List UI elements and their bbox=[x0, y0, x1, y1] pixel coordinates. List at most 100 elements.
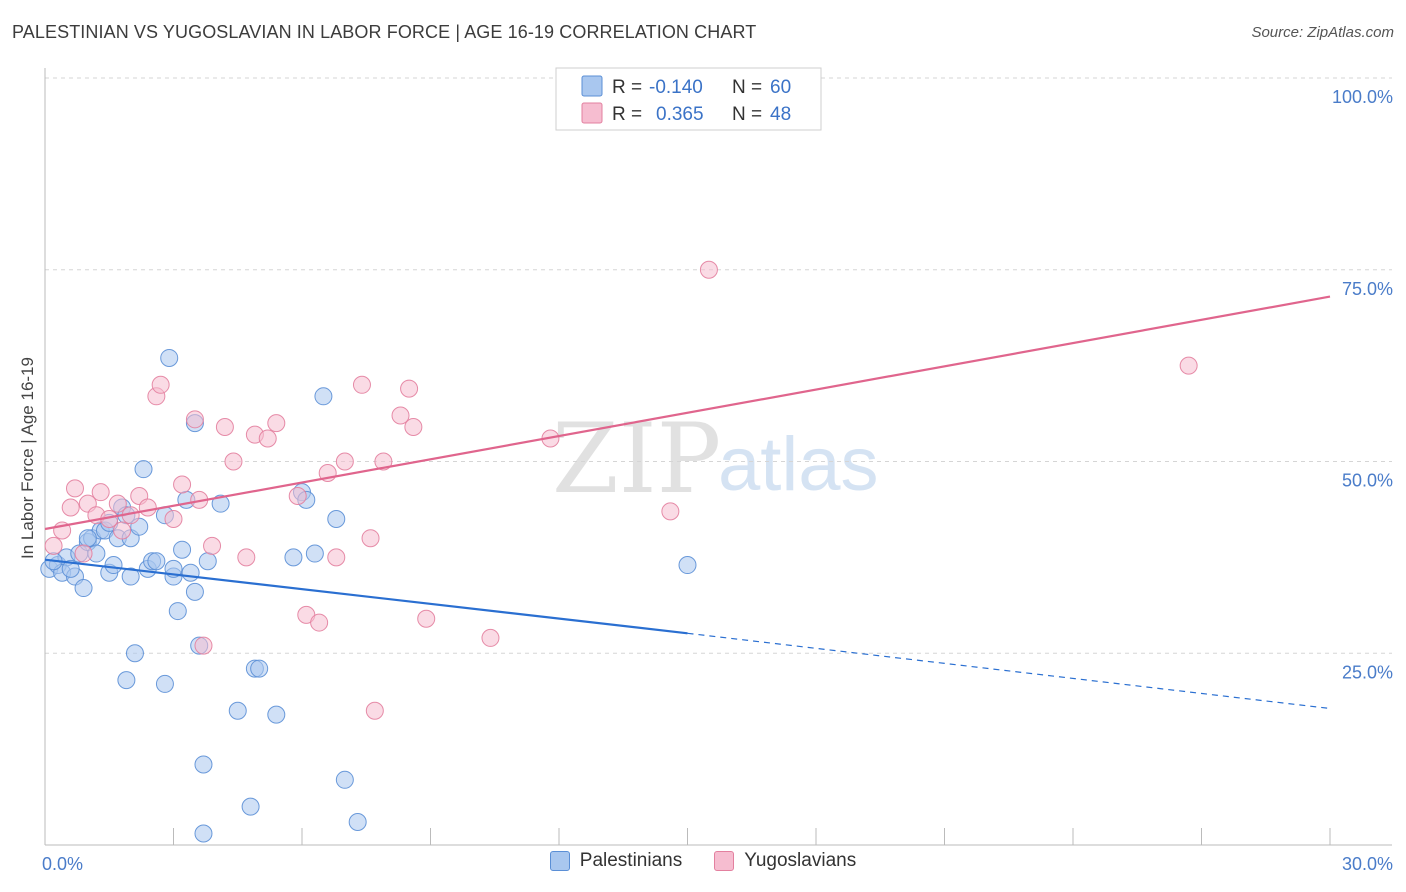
yugoslavians-point-4 bbox=[74, 544, 93, 563]
palestinians-point-46 bbox=[348, 812, 367, 831]
legend-n-label-1: N = bbox=[732, 77, 762, 98]
yugoslavians-point-30 bbox=[310, 613, 329, 632]
yugoslavians-point-24 bbox=[237, 548, 256, 567]
palestinians-point-52 bbox=[121, 567, 140, 586]
legend-swatch-palestinians bbox=[549, 851, 570, 871]
yugoslavians-point-13 bbox=[138, 498, 157, 517]
legend-n-value-2: 48 bbox=[770, 104, 791, 125]
legend-swatch-pink bbox=[581, 102, 603, 124]
y-tick-label-3: 100.0% bbox=[1332, 87, 1393, 107]
yugoslavians-point-45 bbox=[661, 502, 680, 521]
palestinians-point-57 bbox=[241, 797, 260, 816]
yugoslavians-point-42 bbox=[481, 628, 500, 647]
palestinians-point-42 bbox=[305, 544, 324, 563]
legend-r-value-2: 0.365 bbox=[656, 104, 704, 125]
palestinians-point-58 bbox=[678, 556, 697, 575]
palestinians-point-25 bbox=[160, 348, 179, 367]
palestinians-trend-extension bbox=[687, 632, 1331, 710]
yugoslavians-point-9 bbox=[108, 494, 127, 513]
trend-lines bbox=[44, 295, 1331, 710]
palestinians-trend-line bbox=[44, 558, 688, 635]
palestinians-point-20 bbox=[134, 460, 153, 479]
palestinians-point-37 bbox=[250, 659, 269, 678]
palestinians-point-31 bbox=[185, 582, 204, 601]
palestinians-point-23 bbox=[147, 552, 166, 571]
series-yugoslavians bbox=[44, 69, 1198, 720]
legend-swatch-yugoslavians bbox=[714, 851, 735, 871]
palestinians-point-34 bbox=[211, 494, 230, 513]
yugoslavians-point-38 bbox=[391, 406, 410, 425]
legend-item-yugoslavians[interactable]: Yugoslavians bbox=[714, 850, 856, 872]
yugoslavians-point-20 bbox=[194, 636, 213, 655]
palestinians-point-35 bbox=[228, 701, 247, 720]
palestinians-point-55 bbox=[78, 529, 97, 548]
yugoslavians-point-17 bbox=[173, 475, 192, 494]
palestinians-point-27 bbox=[168, 602, 187, 621]
yugoslavians-point-3 bbox=[65, 479, 84, 498]
yugoslavians-point-35 bbox=[361, 529, 380, 548]
x-tick-label-1: 30.0% bbox=[1342, 854, 1393, 874]
palestinians-point-30 bbox=[181, 563, 200, 582]
palestinians-point-50 bbox=[155, 674, 174, 693]
palestinians-point-45 bbox=[335, 770, 354, 789]
tick-labels: 25.0% 50.0% 75.0% 100.0% 0.0% 30.0% bbox=[42, 87, 1393, 874]
palestinians-point-6 bbox=[74, 579, 93, 598]
legend-n-value-1: 60 bbox=[770, 77, 791, 98]
yugoslavians-point-33 bbox=[335, 452, 354, 471]
yugoslavians-point-16 bbox=[164, 510, 183, 529]
yugoslavians-point-23 bbox=[224, 452, 243, 471]
palestinians-point-43 bbox=[314, 387, 333, 406]
legend-label-yugoslavians: Yugoslavians bbox=[744, 850, 857, 871]
palestinians-point-48 bbox=[194, 824, 213, 843]
legend-r-value-1: -0.140 bbox=[649, 77, 703, 98]
chart-title: PALESTINIAN VS YUGOSLAVIAN IN LABOR FORC… bbox=[12, 22, 757, 42]
yugoslavians-point-36 bbox=[365, 701, 384, 720]
legend-r-label-2: R = bbox=[612, 104, 642, 125]
palestinians-point-33 bbox=[198, 552, 217, 571]
yugoslavians-point-7 bbox=[91, 483, 110, 502]
yugoslavians-point-46 bbox=[699, 260, 718, 279]
legend-n-label-2: N = bbox=[732, 104, 762, 125]
palestinians-point-13 bbox=[104, 556, 123, 575]
y-tick-label-2: 75.0% bbox=[1342, 279, 1393, 299]
yugoslavians-point-0 bbox=[44, 536, 63, 555]
legend-swatch-blue bbox=[581, 75, 603, 97]
gridlines bbox=[45, 77, 1392, 654]
axes bbox=[44, 68, 1392, 846]
yugoslavians-point-27 bbox=[267, 414, 286, 433]
yugoslavians-point-39 bbox=[400, 379, 419, 398]
yugoslavians-point-10 bbox=[113, 521, 132, 540]
source-credit: Source: ZipAtlas.com bbox=[1251, 24, 1394, 41]
palestinians-point-44 bbox=[327, 510, 346, 529]
palestinians-point-54 bbox=[61, 559, 80, 578]
yugoslavians-point-40 bbox=[404, 417, 423, 436]
legend-label-palestinians: Palestinians bbox=[579, 850, 683, 871]
series-legend: Palestinians Yugoslavians bbox=[0, 850, 1406, 872]
legend-item-palestinians[interactable]: Palestinians bbox=[549, 850, 683, 872]
yugoslavians-trend-line bbox=[44, 295, 1331, 531]
watermark-zip: ZIP bbox=[552, 403, 721, 515]
yugoslavians-point-22 bbox=[215, 417, 234, 436]
correlation-legend: R = -0.140 N = 60 R = 0.365 N = 48 bbox=[555, 67, 822, 131]
palestinians-point-38 bbox=[267, 705, 286, 724]
y-tick-label-1: 50.0% bbox=[1342, 471, 1393, 491]
yugoslavians-point-47 bbox=[1179, 356, 1198, 375]
palestinians-point-28 bbox=[173, 540, 192, 559]
yugoslavians-point-34 bbox=[352, 375, 371, 394]
palestinians-point-47 bbox=[194, 755, 213, 774]
palestinians-point-39 bbox=[284, 548, 303, 567]
yugoslavians-point-37 bbox=[374, 452, 393, 471]
palestinians-point-18 bbox=[125, 644, 144, 663]
palestinians-point-49 bbox=[117, 671, 136, 690]
x-tick-label-0: 0.0% bbox=[42, 854, 83, 874]
yugoslavians-point-41 bbox=[417, 609, 436, 628]
yugoslavians-point-2 bbox=[61, 498, 80, 517]
y-tick-label-0: 25.0% bbox=[1342, 662, 1393, 682]
legend-r-label-1: R = bbox=[612, 77, 642, 98]
watermark-atlas: atlas bbox=[718, 422, 879, 507]
yugoslavians-point-32 bbox=[327, 548, 346, 567]
watermark: ZIP atlas bbox=[552, 403, 879, 515]
yugoslavians-point-28 bbox=[288, 487, 307, 506]
yugoslavians-point-18 bbox=[185, 410, 204, 429]
